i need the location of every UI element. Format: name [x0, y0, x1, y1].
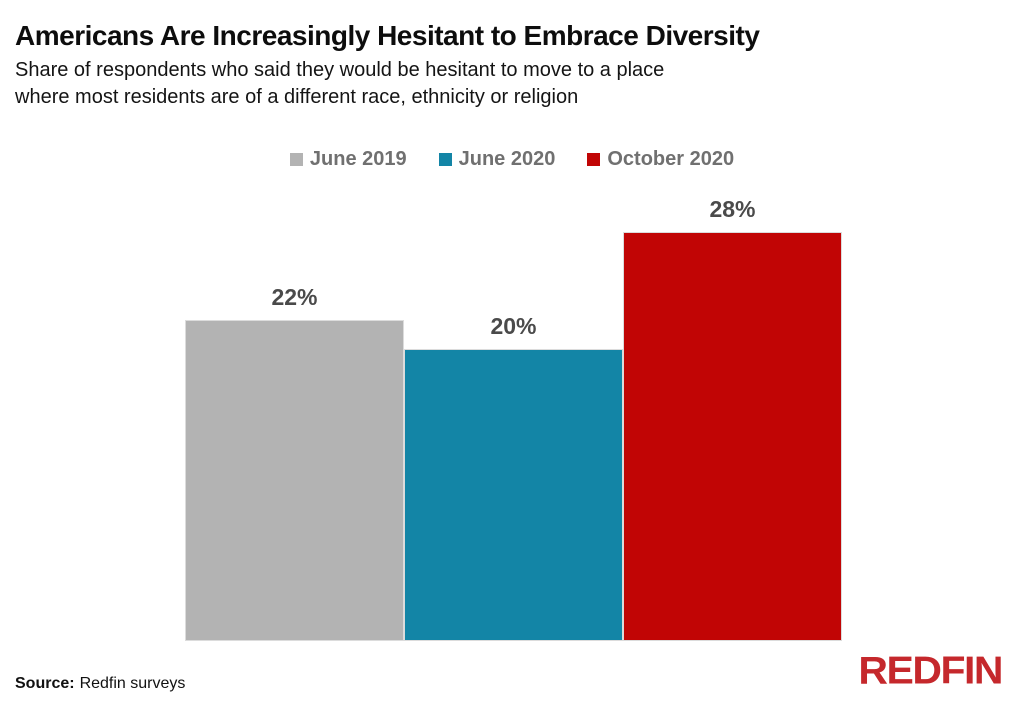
bar-column-october-2020: 28% [623, 0, 842, 641]
legend-item-june-2020: June 2020 [438, 148, 556, 171]
legend-swatch-october-2020 [587, 153, 601, 166]
bar-column-june-2020: 20% [404, 0, 623, 641]
legend-label-june-2020: June 2020 [458, 148, 556, 170]
legend-item-june-2019: June 2019 [289, 148, 407, 171]
bar-value-october-2020: 28% [709, 196, 756, 222]
legend-swatch-june-2020 [438, 153, 452, 166]
chart-subtitle-line-2: where most residents are of a different … [15, 86, 579, 108]
bar-june-2019 [185, 320, 404, 641]
source-line: Source: Redfin surveys [15, 675, 185, 693]
bar-value-june-2020: 20% [490, 313, 537, 339]
chart-subtitle: Share of respondents who said they would… [15, 57, 664, 111]
chart-subtitle-line-1: Share of respondents who said they would… [15, 59, 665, 81]
bar-value-june-2019: 22% [271, 284, 318, 310]
source-text: Redfin surveys [79, 675, 186, 692]
legend-label-june-2019: June 2019 [309, 148, 407, 170]
legend-label-october-2020: October 2020 [607, 148, 735, 170]
legend-swatch-june-2019 [289, 153, 303, 166]
redfin-logo: REDFIN [858, 648, 1003, 693]
chart-title: Americans Are Increasingly Hesitant to E… [15, 20, 760, 51]
bar-plot-area: 22% 20% 28% [185, 0, 842, 641]
source-label: Source: [15, 675, 75, 692]
bar-column-june-2019: 22% [185, 0, 404, 641]
legend-item-october-2020: October 2020 [587, 148, 734, 171]
bar-june-2020 [404, 349, 623, 641]
legend: June 2019 June 2020 October 2020 [0, 148, 1024, 171]
bar-october-2020 [623, 232, 842, 641]
